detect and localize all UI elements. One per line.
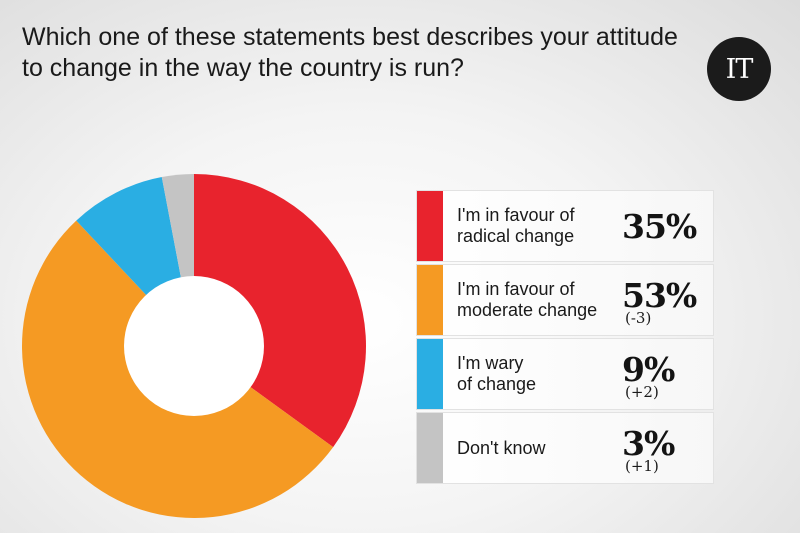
legend-label: I'm in favour of moderate change bbox=[457, 265, 617, 335]
legend-label: I'm in favour of radical change bbox=[457, 191, 617, 261]
legend-label-line: Don't know bbox=[457, 437, 546, 458]
change-label: (+2) bbox=[625, 383, 659, 401]
legend-label-line: of change bbox=[457, 374, 537, 394]
legend-label-line: moderate change bbox=[457, 300, 598, 320]
legend-label-text: I'm in favour of radical change bbox=[457, 205, 574, 247]
legend-row-radical: I'm in favour of radical change 35% bbox=[416, 190, 714, 262]
publisher-logo: IT bbox=[707, 37, 771, 101]
slice-radical-change bbox=[194, 174, 366, 448]
legend-label-line: I'm in favour of bbox=[457, 279, 575, 299]
change-label: (+1) bbox=[625, 457, 659, 475]
legend-swatch bbox=[417, 191, 443, 261]
legend-label: I'm wary of change bbox=[457, 339, 617, 409]
value-label: 35% bbox=[622, 207, 697, 246]
value-label: 3% bbox=[622, 424, 675, 463]
legend-row-moderate: I'm in favour of moderate change 53% (-3… bbox=[416, 264, 714, 336]
value-label: 53% bbox=[622, 276, 697, 315]
legend-swatch bbox=[417, 339, 443, 409]
legend-swatch bbox=[417, 265, 443, 335]
legend-label-line: I'm in favour of bbox=[457, 205, 575, 225]
donut-hole bbox=[124, 276, 264, 416]
legend-swatch bbox=[417, 413, 443, 483]
legend-label-text: Don't know bbox=[457, 438, 545, 459]
change-label: (-3) bbox=[625, 309, 652, 327]
legend-label-text: I'm in favour of moderate change bbox=[457, 279, 597, 321]
chart-title: Which one of these statements best descr… bbox=[22, 23, 678, 82]
value-label: 9% bbox=[622, 350, 675, 389]
legend-row-dont-know: Don't know 3% (+1) bbox=[416, 412, 714, 484]
legend: I'm in favour of radical change 35% I'm … bbox=[416, 190, 714, 486]
legend-label-text: I'm wary of change bbox=[457, 353, 536, 395]
legend-row-wary: I'm wary of change 9% (+2) bbox=[416, 338, 714, 410]
legend-label: Don't know bbox=[457, 413, 617, 483]
legend-label-line: radical change bbox=[457, 226, 575, 246]
legend-label-line: I'm wary bbox=[457, 353, 524, 373]
